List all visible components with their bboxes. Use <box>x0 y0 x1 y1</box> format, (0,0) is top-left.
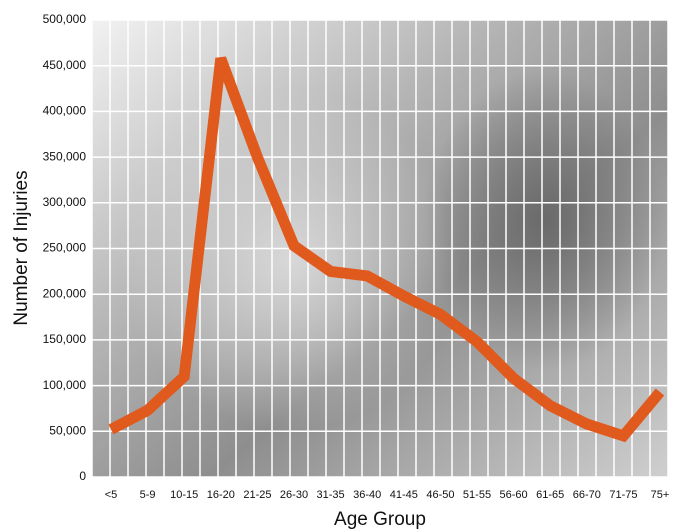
y-tick-label: 250,000 <box>43 241 87 255</box>
x-tick-label: 10-15 <box>170 489 198 501</box>
x-tick-label: 66-70 <box>573 489 601 501</box>
x-tick-label: 71-75 <box>609 489 637 501</box>
x-tick-label: 26-30 <box>280 489 308 501</box>
y-axis-title: Number of Injuries <box>11 170 32 325</box>
x-tick-label: 16-20 <box>207 489 235 501</box>
page: {"chart_data": {"type": "line", "x_label… <box>0 0 673 531</box>
y-tick-label: 200,000 <box>43 286 87 300</box>
x-tick-label: <5 <box>105 489 118 501</box>
x-tick-label: 41-45 <box>390 489 418 501</box>
y-tick-label: 150,000 <box>43 332 87 346</box>
y-tick-label: 100,000 <box>43 378 87 392</box>
y-tick-label: 0 <box>79 469 86 483</box>
x-tick-label: 31-35 <box>317 489 345 501</box>
y-tick-label: 50,000 <box>49 423 86 437</box>
x-tick-label: 46-50 <box>426 489 454 501</box>
y-tick-label: 450,000 <box>43 58 87 72</box>
x-tick-label: 5-9 <box>140 489 156 501</box>
x-tick-label: 21-25 <box>243 489 271 501</box>
x-tick-label: 36-40 <box>353 489 381 501</box>
y-tick-label: 500,000 <box>43 12 87 26</box>
x-tick-label: 61-65 <box>536 489 564 501</box>
y-tick-label: 300,000 <box>43 195 87 209</box>
x-axis-title: Age Group <box>334 509 426 530</box>
x-tick-label: 75+ <box>651 489 670 501</box>
chart: Age Group Number of Injuries 0 50,000 100,… <box>0 0 673 531</box>
y-tick-label: 400,000 <box>43 104 87 118</box>
x-tick-label: 56-60 <box>500 489 528 501</box>
y-tick-label: 350,000 <box>43 149 87 163</box>
x-tick-label: 51-55 <box>463 489 491 501</box>
